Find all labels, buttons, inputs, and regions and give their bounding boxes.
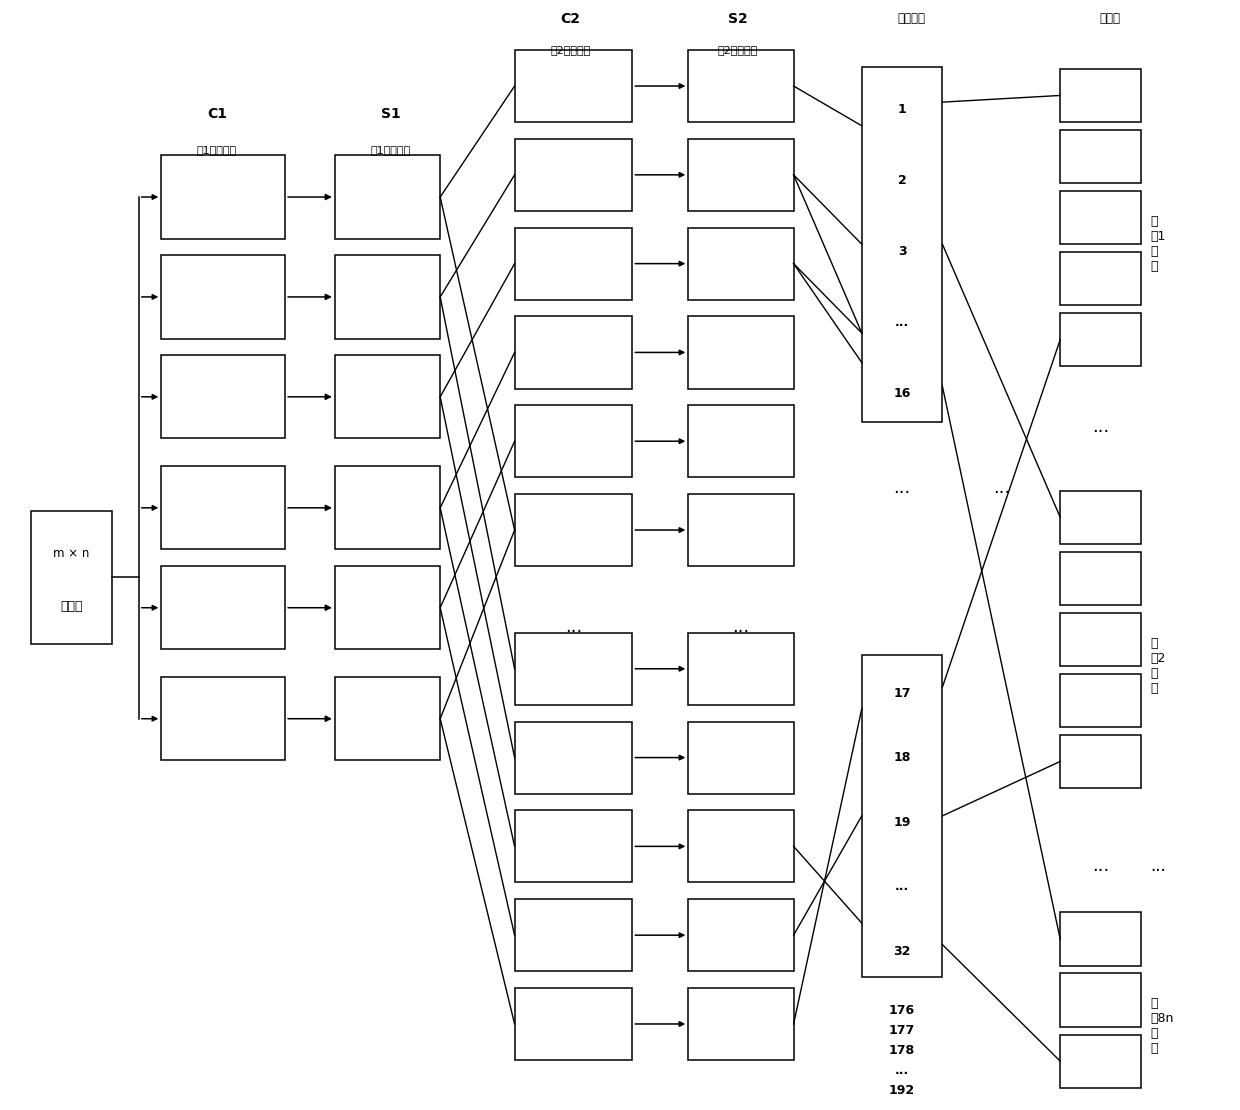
Bar [161, 355, 285, 438]
Bar [1060, 313, 1141, 366]
Text: 3: 3 [898, 245, 906, 258]
Bar [515, 633, 632, 705]
Text: 工
全2
分
类: 工 全2 分 类 [1151, 637, 1166, 695]
Bar [1060, 130, 1141, 183]
Bar [31, 511, 112, 644]
Bar [688, 988, 794, 1060]
Bar [335, 566, 440, 649]
Bar [335, 155, 440, 239]
Text: 工
全8n
分
类: 工 全8n 分 类 [1151, 997, 1174, 1054]
Text: 第2层采样层: 第2层采样层 [718, 44, 758, 56]
Text: 第1层卷积层: 第1层卷积层 [197, 144, 237, 155]
Text: 2: 2 [898, 174, 906, 186]
Bar [161, 566, 285, 649]
Bar [515, 228, 632, 300]
Bar [161, 677, 285, 760]
Bar [335, 355, 440, 438]
Text: S1: S1 [381, 108, 401, 121]
Bar [1060, 1035, 1141, 1088]
Bar [515, 988, 632, 1060]
Bar [515, 810, 632, 882]
Text: C1: C1 [207, 108, 227, 121]
Bar [688, 316, 794, 388]
Text: 输出层: 输出层 [1100, 12, 1120, 26]
Bar [161, 466, 285, 549]
Bar [335, 466, 440, 549]
Text: S2: S2 [728, 12, 748, 26]
Text: 19: 19 [893, 816, 911, 829]
Bar [1060, 613, 1141, 666]
Bar [1060, 674, 1141, 727]
Bar [1060, 491, 1141, 544]
Bar [688, 228, 794, 300]
Text: 32: 32 [893, 945, 911, 958]
Bar [161, 255, 285, 339]
Text: ...: ... [733, 618, 749, 636]
Bar [688, 405, 794, 477]
Bar [688, 50, 794, 122]
Text: C2: C2 [560, 12, 580, 26]
Bar [515, 139, 632, 211]
Bar [688, 899, 794, 971]
Bar [515, 405, 632, 477]
Bar [688, 139, 794, 211]
Text: 178: 178 [889, 1043, 915, 1057]
Text: ...: ... [895, 316, 909, 329]
Text: 18: 18 [893, 751, 911, 765]
Bar [1060, 552, 1141, 605]
Bar [1060, 735, 1141, 788]
Text: 输入层: 输入层 [60, 601, 83, 613]
Bar [515, 50, 632, 122]
Text: ...: ... [1092, 418, 1109, 436]
Text: 192: 192 [889, 1083, 915, 1097]
Text: 17: 17 [893, 687, 911, 700]
Text: 全连接层: 全连接层 [898, 12, 925, 26]
Text: m × n: m × n [53, 547, 89, 559]
Bar [515, 722, 632, 794]
Text: 176: 176 [889, 1003, 915, 1017]
Bar [862, 655, 942, 977]
Text: 第1层采样层: 第1层采样层 [371, 144, 410, 155]
Bar [862, 67, 942, 422]
Bar [335, 677, 440, 760]
Bar [688, 810, 794, 882]
Text: ...: ... [894, 480, 910, 497]
Text: ...: ... [895, 880, 909, 894]
Text: ...: ... [1092, 857, 1109, 875]
Bar [1060, 191, 1141, 244]
Text: 工
全1
分
类: 工 全1 分 类 [1151, 215, 1166, 273]
Text: ...: ... [1151, 857, 1167, 875]
Bar [688, 494, 794, 566]
Bar [688, 722, 794, 794]
Text: 1: 1 [898, 103, 906, 115]
Text: 第2层卷积层: 第2层卷积层 [551, 44, 590, 56]
Bar [515, 899, 632, 971]
Bar [161, 155, 285, 239]
Text: 177: 177 [889, 1023, 915, 1037]
Text: ...: ... [895, 1063, 909, 1077]
Bar [335, 255, 440, 339]
Text: ...: ... [565, 618, 582, 636]
Bar [688, 633, 794, 705]
Bar [515, 494, 632, 566]
Bar [1060, 973, 1141, 1027]
Bar [515, 316, 632, 388]
Text: ...: ... [993, 480, 1009, 497]
Bar [1060, 912, 1141, 966]
Bar [1060, 69, 1141, 122]
Bar [1060, 252, 1141, 305]
Text: 16: 16 [893, 387, 911, 400]
